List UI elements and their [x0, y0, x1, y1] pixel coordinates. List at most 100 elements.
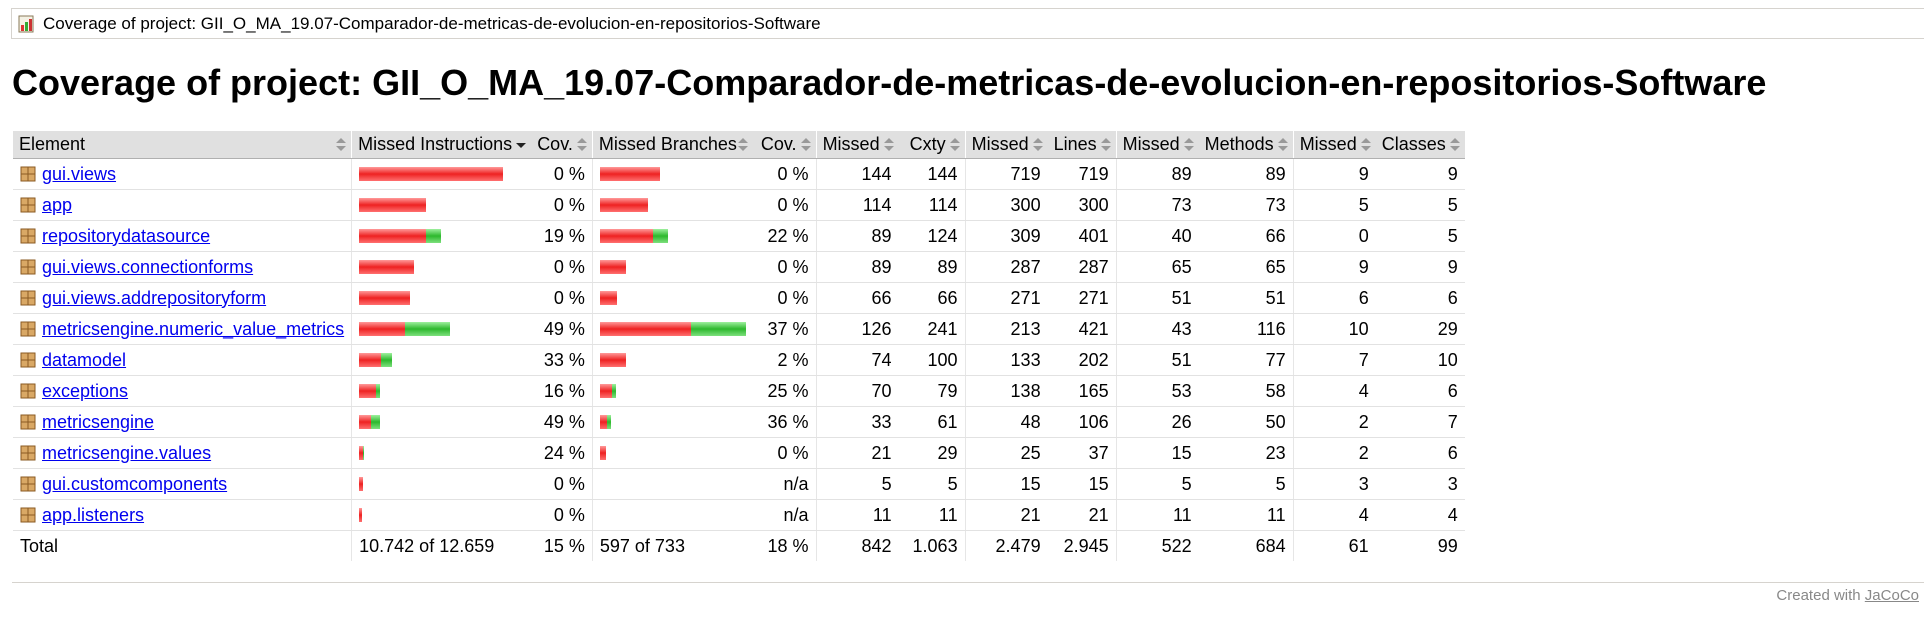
- package-link[interactable]: app: [42, 194, 73, 215]
- package-icon: [20, 290, 36, 306]
- col-cov-branches[interactable]: Cov.: [754, 131, 817, 159]
- missed-cxty: 5: [815, 468, 899, 500]
- branches-bar-cell: [591, 499, 755, 531]
- missed-methods: 51: [1115, 282, 1199, 314]
- branches-bar-cell: [591, 251, 755, 283]
- methods: 77: [1198, 344, 1294, 376]
- coverage-bar: [599, 167, 748, 181]
- element-cell: repositorydatasource: [13, 220, 352, 252]
- package-link[interactable]: gui.views.connectionforms: [42, 256, 254, 277]
- col-missed-instructions[interactable]: Missed Instructions: [351, 131, 532, 159]
- footer-divider: [12, 582, 1924, 583]
- col-classes[interactable]: Classes: [1375, 131, 1465, 159]
- sort-icon[interactable]: [335, 138, 347, 152]
- total-branch-cov: 18 %: [754, 530, 817, 561]
- jacoco-link[interactable]: JaCoCo: [1864, 587, 1919, 604]
- classes: 10: [1375, 344, 1465, 376]
- instructions-bar-cell: [351, 468, 532, 500]
- missed-segment: [599, 446, 606, 460]
- package-link[interactable]: gui.views.addrepositoryform: [42, 287, 267, 308]
- missed-segment: [599, 291, 617, 305]
- sort-icon[interactable]: [737, 138, 748, 152]
- col-missed-branches[interactable]: Missed Branches: [591, 131, 755, 159]
- sort-icon[interactable]: [1277, 138, 1288, 152]
- missed-segment: [359, 260, 415, 274]
- table-row: metricsengine 49 % 36 % 33 61 48 106 26 50 2 7: [13, 406, 1465, 438]
- package-link[interactable]: metricsengine: [42, 411, 155, 432]
- total-label: Total: [13, 530, 352, 561]
- package-link[interactable]: gui.views: [42, 163, 117, 184]
- missed-lines: 309: [964, 220, 1048, 252]
- missed-methods: 11: [1115, 499, 1199, 531]
- sort-icon[interactable]: [1183, 138, 1194, 152]
- instructions-cov: 0 %: [531, 189, 593, 221]
- methods: 58: [1198, 375, 1294, 407]
- instructions-bar-cell: [351, 158, 532, 190]
- col-lines[interactable]: Lines: [1047, 131, 1117, 159]
- col-missed-classes[interactable]: Missed: [1292, 131, 1376, 159]
- package-link[interactable]: datamodel: [42, 349, 127, 370]
- sort-icon[interactable]: [1032, 138, 1043, 152]
- col-element[interactable]: Element: [13, 131, 352, 159]
- coverage-bar: [359, 446, 524, 460]
- missed-classes: 7: [1292, 344, 1376, 376]
- missed-methods: 51: [1115, 344, 1199, 376]
- instructions-bar-cell: [351, 251, 532, 283]
- table-row: gui.views 0 % 0 % 144 144 719 719 89 89 9 9: [13, 158, 1465, 190]
- col-missed-cxty[interactable]: Missed: [815, 131, 899, 159]
- col-methods[interactable]: Methods: [1198, 131, 1294, 159]
- total-missed-methods: 522: [1115, 530, 1199, 561]
- classes: 9: [1375, 251, 1465, 283]
- methods: 5: [1198, 468, 1294, 500]
- branches-bar-cell: [591, 220, 755, 252]
- sort-icon[interactable]: [883, 138, 894, 152]
- sort-icon[interactable]: [576, 138, 587, 152]
- sort-desc-icon[interactable]: [515, 138, 527, 152]
- missed-lines: 15: [964, 468, 1048, 500]
- missed-methods: 65: [1115, 251, 1199, 283]
- total-missed-lines: 2.479: [964, 530, 1048, 561]
- instructions-bar-cell: [351, 189, 532, 221]
- lines: 401: [1047, 220, 1117, 252]
- instructions-bar-cell: [351, 220, 532, 252]
- instructions-bar-cell: [351, 499, 532, 531]
- cxty: 29: [898, 437, 966, 469]
- table-row: repositorydatasource 19 % 22 % 89 124 309 401 4…: [13, 220, 1465, 252]
- lines: 271: [1047, 282, 1117, 314]
- missed-cxty: 70: [815, 375, 899, 407]
- package-link[interactable]: gui.customcomponents: [42, 473, 228, 494]
- missed-cxty: 33: [815, 406, 899, 438]
- missed-segment: [359, 229, 427, 243]
- missed-classes: 3: [1292, 468, 1376, 500]
- col-missed-methods[interactable]: Missed: [1115, 131, 1199, 159]
- branches-cov: 36 %: [754, 406, 817, 438]
- package-link[interactable]: metricsengine.values: [42, 442, 212, 463]
- sort-icon[interactable]: [949, 138, 960, 152]
- lines: 21: [1047, 499, 1117, 531]
- element-cell: metricsengine.numeric_value_metrics: [13, 313, 352, 345]
- missed-cxty: 11: [815, 499, 899, 531]
- col-cov-instructions[interactable]: Cov.: [531, 131, 593, 159]
- sort-icon[interactable]: [1100, 138, 1111, 152]
- coverage-bar: [599, 291, 748, 305]
- package-link[interactable]: app.listeners: [42, 504, 145, 525]
- branches-bar-cell: [591, 313, 755, 345]
- missed-methods: 5: [1115, 468, 1199, 500]
- methods: 89: [1198, 158, 1294, 190]
- total-instructions: 10.742 of 12.659: [351, 530, 532, 561]
- package-link[interactable]: repositorydatasource: [42, 225, 211, 246]
- missed-segment: [599, 353, 626, 367]
- sort-icon[interactable]: [1360, 138, 1371, 152]
- sort-icon[interactable]: [800, 138, 811, 152]
- coverage-bar: [359, 384, 524, 398]
- package-link[interactable]: exceptions: [42, 380, 129, 401]
- branches-cov: n/a: [754, 499, 817, 531]
- sort-icon[interactable]: [1449, 138, 1460, 152]
- package-link[interactable]: metricsengine.numeric_value_metrics: [42, 318, 345, 339]
- missed-lines: 48: [964, 406, 1048, 438]
- col-cxty[interactable]: Cxty: [898, 131, 966, 159]
- methods: 65: [1198, 251, 1294, 283]
- col-missed-lines[interactable]: Missed: [964, 131, 1048, 159]
- cxty: 89: [898, 251, 966, 283]
- lines: 106: [1047, 406, 1117, 438]
